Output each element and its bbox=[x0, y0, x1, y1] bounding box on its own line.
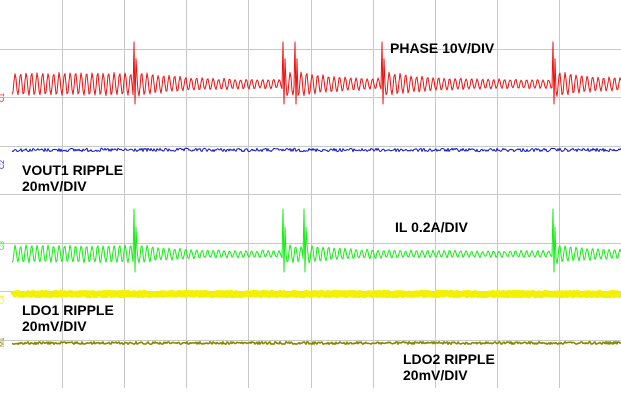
channel-marker-2: C2 bbox=[0, 160, 6, 169]
ldo2-label-line2: 20mV/DIV bbox=[403, 367, 468, 383]
ldo2-ripple-trace bbox=[11, 341, 621, 345]
channel-marker-3: C3 bbox=[0, 241, 6, 250]
channel-marker-5: M1 bbox=[0, 337, 6, 347]
vout1-label-line2: 20mV/DIV bbox=[22, 178, 87, 194]
ldo2-label: LDO2 RIPPLE 20mV/DIV bbox=[403, 351, 495, 383]
vout1-label-line1: VOUT1 RIPPLE bbox=[22, 162, 124, 178]
ldo1-ripple-trace bbox=[10, 289, 621, 299]
il-trace bbox=[11, 208, 621, 273]
channel-markers: C1 C2 C3 C4 M1 bbox=[0, 93, 6, 347]
channel-marker-4: C4 bbox=[0, 295, 6, 304]
vout1-label: VOUT1 RIPPLE 20mV/DIV bbox=[22, 162, 123, 194]
ldo1-label: LDO1 RIPPLE 20mV/DIV bbox=[22, 302, 114, 334]
ldo1-label-line1: LDO1 RIPPLE bbox=[22, 302, 114, 318]
vout1-ripple-trace bbox=[11, 147, 621, 153]
il-label: IL 0.2A/DIV bbox=[395, 219, 468, 235]
ldo1-label-line2: 20mV/DIV bbox=[22, 318, 87, 334]
channel-marker-1: C1 bbox=[0, 93, 6, 102]
ldo2-label-line1: LDO2 RIPPLE bbox=[403, 351, 495, 367]
phase-trace bbox=[11, 41, 621, 105]
traces bbox=[10, 41, 621, 345]
phase-label: PHASE 10V/DIV bbox=[390, 40, 495, 56]
